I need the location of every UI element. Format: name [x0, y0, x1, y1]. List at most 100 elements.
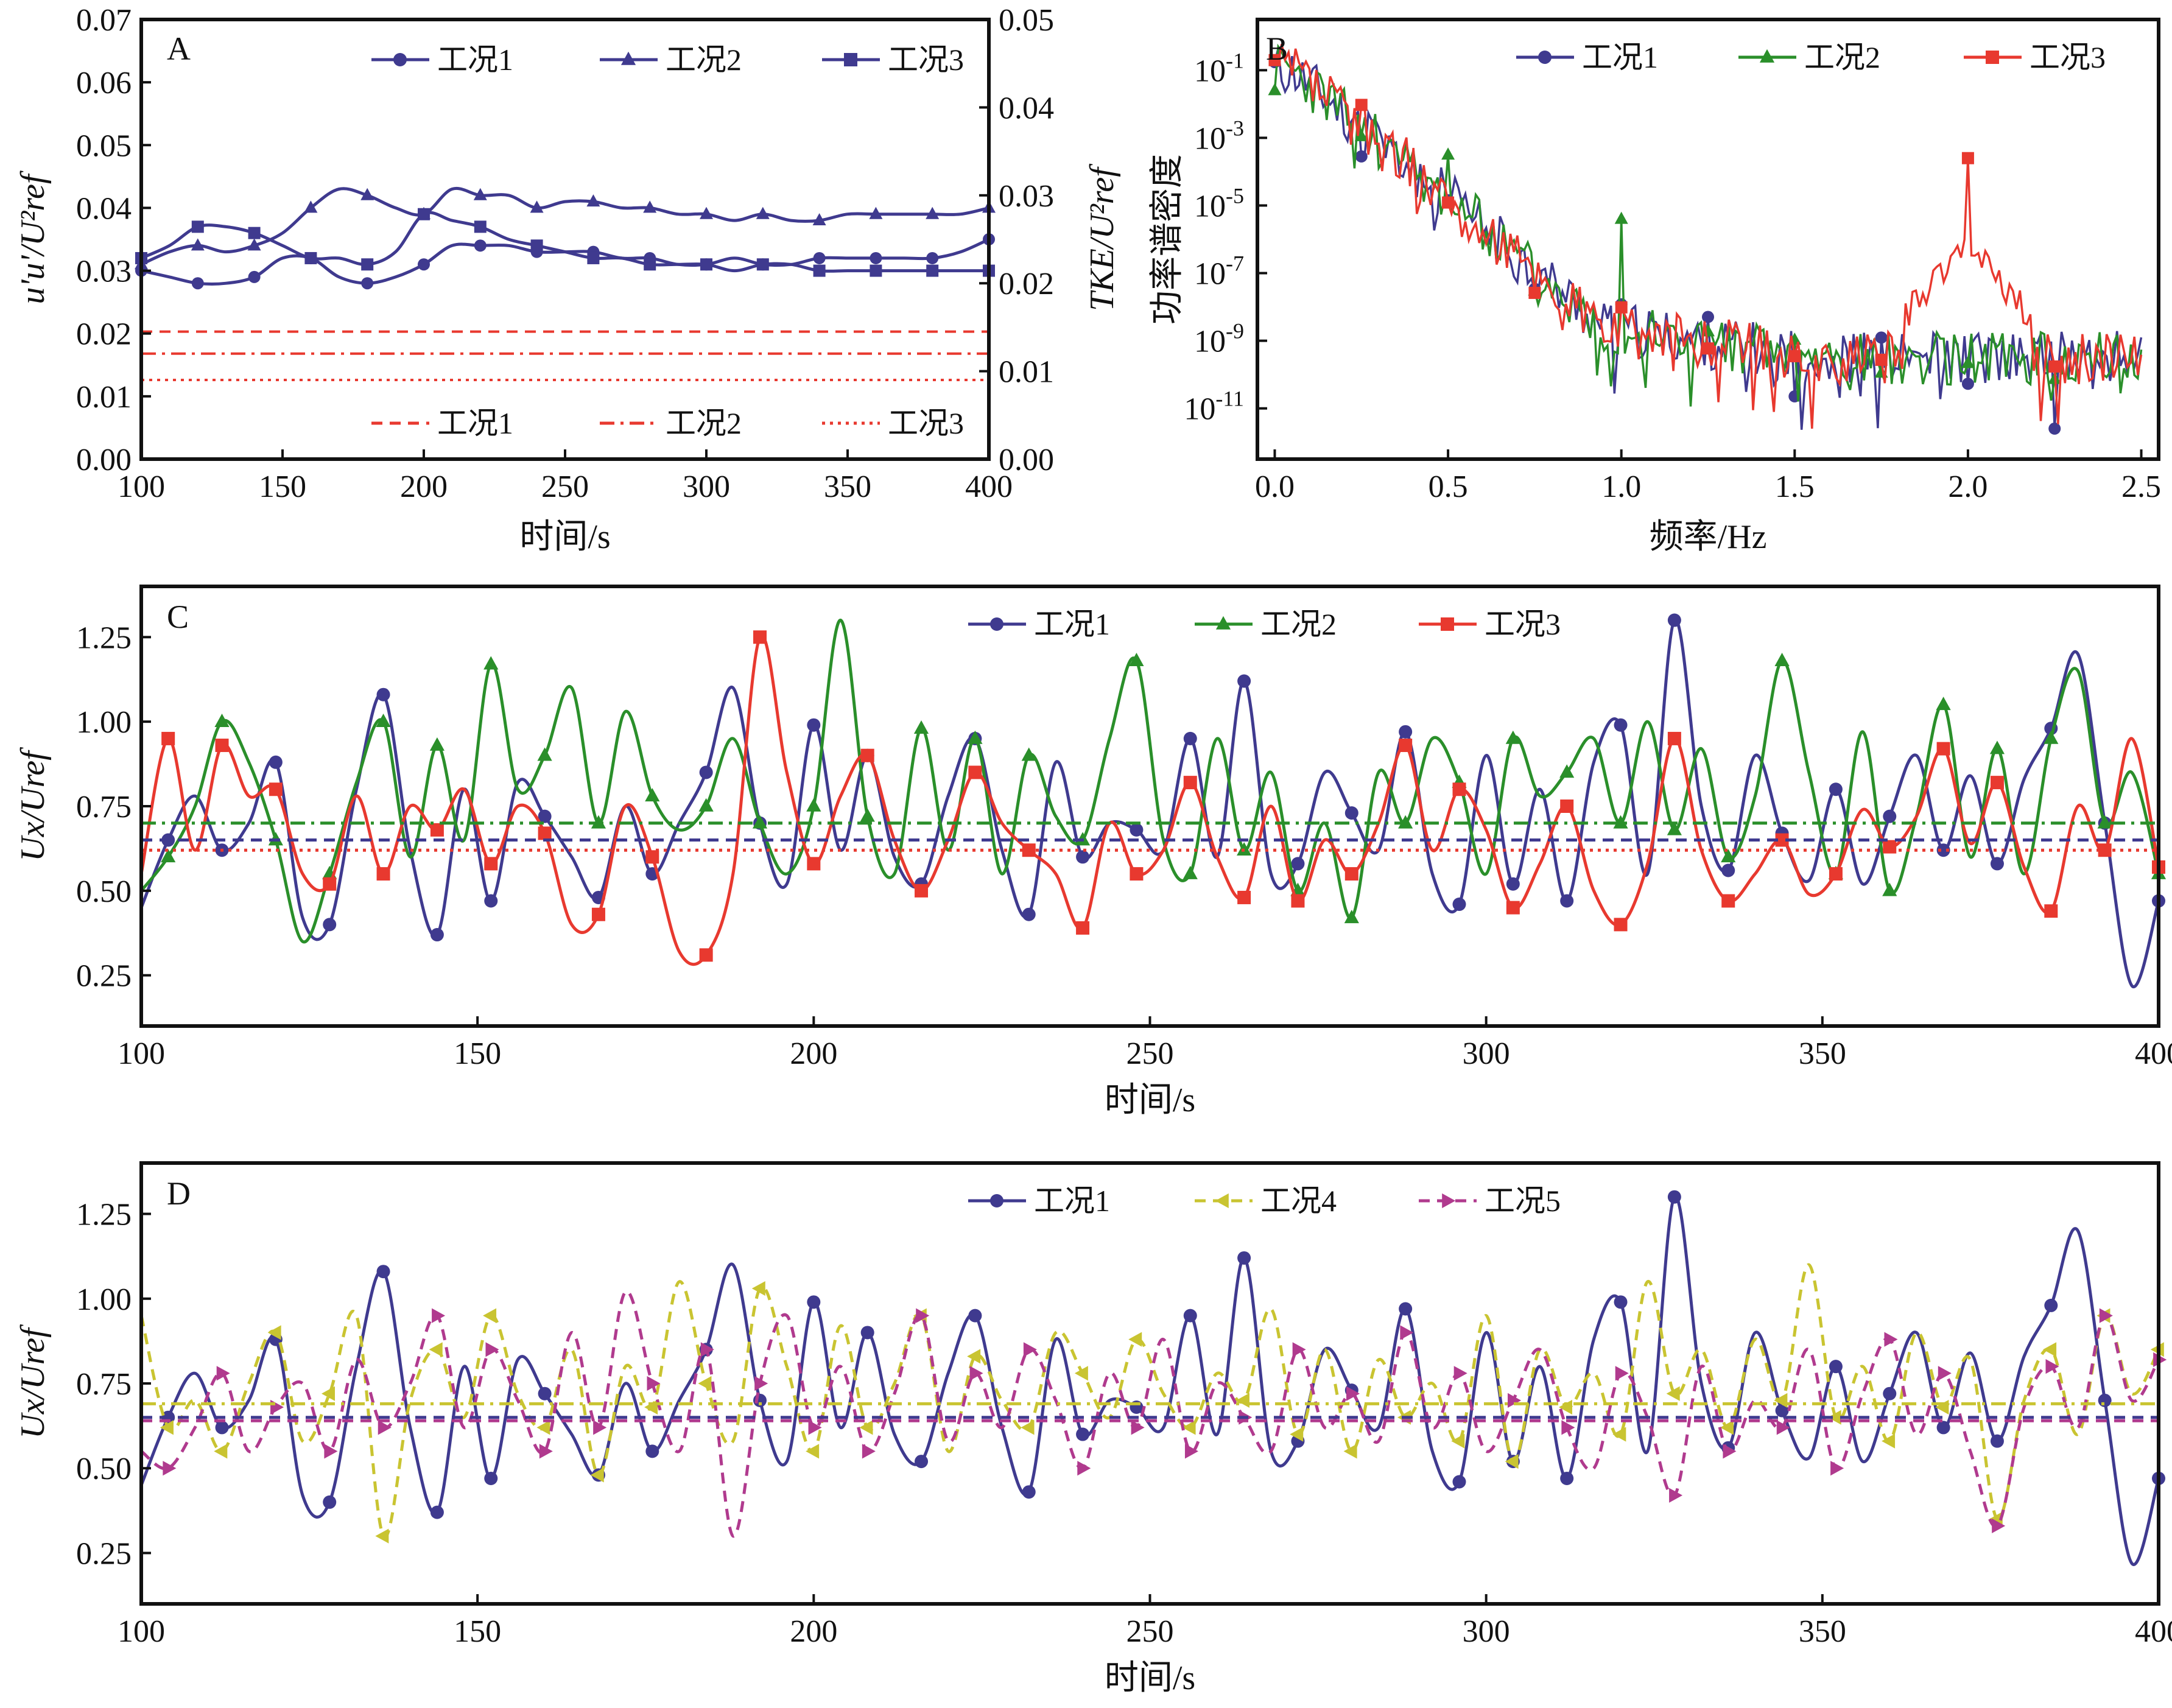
- data-point: [430, 823, 444, 837]
- data-point: [756, 206, 770, 219]
- x-tick-label: 200: [400, 469, 448, 504]
- data-point: [1344, 910, 1359, 924]
- data-point: [323, 1495, 337, 1509]
- x-tick-label: 200: [790, 1036, 837, 1071]
- data-point: [1936, 843, 1950, 857]
- data-point: [1666, 1386, 1680, 1401]
- data-point: [1721, 863, 1735, 877]
- data-point: [869, 206, 883, 219]
- data-point: [1560, 1471, 1574, 1485]
- data-point: [1829, 782, 1843, 796]
- data-point: [1720, 1420, 1734, 1435]
- data-point: [1615, 301, 1628, 314]
- data-point: [1528, 286, 1541, 299]
- data-point: [1613, 815, 1628, 829]
- data-point: [913, 720, 929, 734]
- data-point: [474, 239, 487, 252]
- x-axis-label: 时间/s: [1105, 1659, 1195, 1697]
- legend-marker: [990, 617, 1003, 631]
- data-point: [1022, 907, 1036, 921]
- data-point: [1667, 613, 1681, 627]
- data-point: [418, 208, 430, 220]
- data-point: [1882, 1433, 1896, 1449]
- legend-label: 工况3: [888, 43, 964, 77]
- data-point: [1961, 356, 1975, 368]
- y-tick-label: 0.00: [76, 443, 132, 477]
- data-point: [915, 884, 929, 898]
- data-point: [1938, 1366, 1952, 1381]
- x-tick-label: 400: [965, 469, 1013, 504]
- y-tick-base: 10: [1194, 54, 1226, 88]
- plot-frame: [1256, 18, 2160, 461]
- x-tick-label: 1.0: [1601, 469, 1641, 504]
- y-tick-label: 0.05: [76, 128, 132, 163]
- data-point: [215, 739, 229, 753]
- data-point: [1875, 353, 1888, 366]
- data-point: [1076, 850, 1090, 864]
- y-tick-exponent: -7: [1226, 251, 1244, 276]
- data-point: [699, 948, 713, 962]
- data-point: [1399, 739, 1413, 753]
- data-point: [1702, 342, 1714, 355]
- data-point: [647, 1376, 661, 1391]
- legend-label: 工况2: [1260, 607, 1337, 641]
- data-point: [644, 1399, 658, 1415]
- data-point: [473, 188, 487, 200]
- data-point: [1560, 894, 1574, 908]
- x-tick-label: 400: [2135, 1614, 2172, 1649]
- data-point: [593, 1420, 607, 1435]
- x-axis-label: 时间/s: [1105, 1081, 1195, 1119]
- data-point: [1077, 1461, 1091, 1476]
- data-point: [538, 1386, 552, 1400]
- data-point: [1883, 1386, 1897, 1400]
- data-point: [376, 687, 390, 701]
- legend-label: 工况2: [1804, 40, 1880, 74]
- x-tick-label: 150: [259, 469, 306, 504]
- data-point: [1701, 324, 1715, 337]
- data-point: [1237, 890, 1251, 904]
- y-tick-label: 10-9: [1194, 319, 1244, 359]
- data-point: [304, 251, 317, 264]
- data-point: [813, 251, 826, 264]
- data-point: [216, 1366, 230, 1381]
- x-tick-label: 350: [1799, 1036, 1846, 1071]
- data-point: [1774, 652, 1790, 666]
- data-point: [161, 849, 176, 863]
- data-point: [1775, 833, 1789, 847]
- data-point: [926, 206, 940, 219]
- y-tick-label-right: 0.04: [999, 91, 1054, 125]
- data-point: [753, 630, 767, 644]
- data-point: [361, 258, 374, 271]
- data-point: [1721, 849, 1736, 863]
- data-point: [2048, 360, 2061, 373]
- x-tick-label: 150: [454, 1614, 501, 1649]
- data-point: [812, 213, 826, 226]
- data-point: [1614, 718, 1628, 732]
- data-point: [1291, 857, 1305, 871]
- legend-marker: [1441, 617, 1454, 631]
- x-tick-label: 300: [683, 469, 730, 504]
- data-point: [1667, 821, 1682, 835]
- data-point: [926, 264, 939, 277]
- y-axis-label: u'u'/U²ref: [14, 170, 52, 304]
- panel-c: 100 150 200 250 300 350 400 0.25 0.50 0.75 1.00 1.2…: [14, 585, 2172, 1119]
- data-point: [215, 1421, 229, 1435]
- data-point: [2044, 730, 2059, 744]
- series-line-1: [141, 237, 990, 286]
- data-point: [1452, 782, 1466, 796]
- y-tick-label: 0.25: [76, 1536, 132, 1571]
- data-point: [1990, 776, 2004, 790]
- legend-marker: [1538, 51, 1552, 64]
- data-point: [1183, 1309, 1197, 1323]
- data-point: [754, 1376, 768, 1391]
- data-point: [751, 1281, 765, 1296]
- data-point: [1268, 54, 1281, 66]
- data-point: [1128, 1332, 1142, 1347]
- data-point: [1559, 764, 1575, 778]
- data-point: [323, 918, 337, 932]
- data-point: [969, 1366, 983, 1381]
- data-point: [1130, 867, 1144, 881]
- data-point: [269, 782, 283, 796]
- data-point: [915, 1455, 929, 1469]
- x-tick-label: 200: [790, 1614, 837, 1649]
